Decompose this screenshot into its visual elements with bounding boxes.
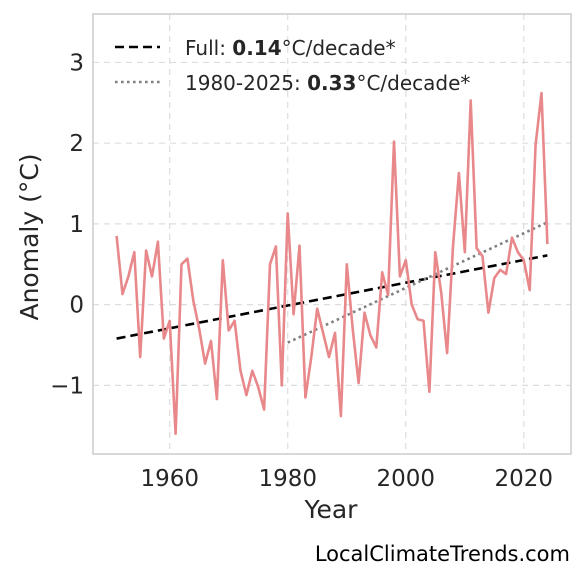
legend-label-recent: 1980-2025: 0.33°C/decade* (185, 71, 470, 95)
trend-line-full (116, 254, 548, 340)
credit-text: LocalClimateTrends.com (315, 542, 570, 566)
legend-full-prefix: Full: (185, 36, 232, 60)
legend-recent-prefix: 1980-2025: (185, 71, 307, 95)
legend: Full: 0.14°C/decade* 1980-2025: 0.33°C/d… (115, 36, 470, 95)
anomaly-series-line (115, 91, 549, 436)
legend-recent-value: 0.33 (307, 71, 356, 95)
legend-label-full: Full: 0.14°C/decade* (185, 36, 396, 60)
x-tick-label: 1980 (258, 466, 317, 492)
legend-recent-suffix: °C/decade* (356, 71, 470, 95)
trend-lines (116, 221, 548, 344)
plot-frame (92, 13, 572, 455)
y-axis-label: Anomaly (°C) (15, 153, 44, 320)
x-axis-label: Year (304, 495, 359, 524)
y-tick-label: 0 (69, 293, 84, 319)
legend-full-value: 0.14 (232, 36, 281, 60)
y-tick-label: 3 (69, 50, 84, 76)
x-tick-label: 2020 (495, 466, 554, 492)
y-tick-label: 1 (69, 212, 84, 238)
y-tick-labels: −1 0 1 2 3 (50, 50, 84, 399)
y-tick-label: 2 (69, 131, 84, 157)
x-tick-labels: 1960 1980 2000 2020 (140, 466, 553, 492)
y-tick-label: −1 (50, 373, 84, 399)
x-tick-label: 2000 (376, 466, 435, 492)
legend-full-suffix: °C/decade* (282, 36, 396, 60)
x-tick-label: 1960 (140, 466, 199, 492)
